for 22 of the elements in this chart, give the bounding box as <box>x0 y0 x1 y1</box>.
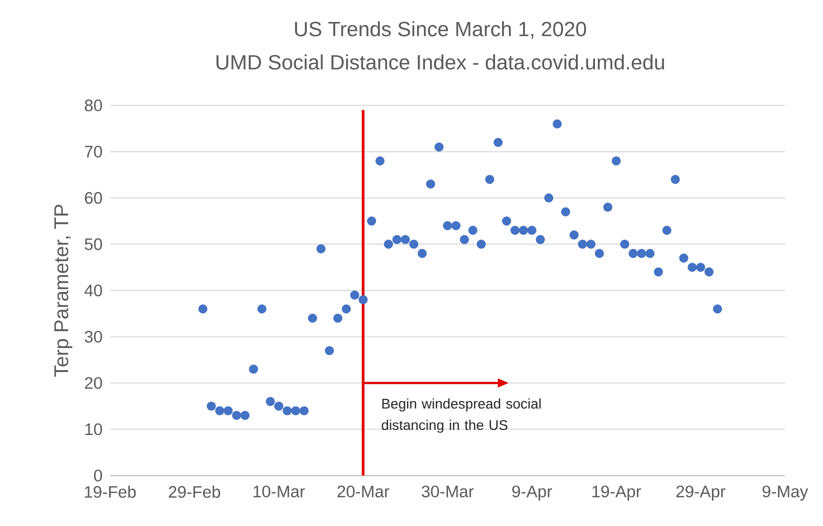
y-tick-label: 80 <box>84 99 102 112</box>
x-tick-label: 19-Apr <box>592 485 641 501</box>
x-tick-label: 20-Mar <box>338 485 390 498</box>
y-axis-title: Terp Parameter, TP <box>54 204 72 377</box>
y-tick-label: 60 <box>84 192 102 204</box>
y-tick-label: 0 <box>94 470 102 482</box>
y-tick-label: 40 <box>84 284 102 296</box>
x-tick-label: 29-Feb <box>168 485 220 498</box>
chart-subtitle: UMD Social Distance Index - data.covid.umd.edu <box>216 54 664 70</box>
x-tick-label: 9-Apr <box>512 485 552 501</box>
y-tick-label: 50 <box>84 238 102 250</box>
chart-title: US Trends Since March 1, 2020 <box>295 21 586 39</box>
y-tick-label: 10 <box>85 423 102 436</box>
annotation: Begin windespread social distancing in the US <box>382 398 541 433</box>
y-tick-label: 20 <box>84 376 102 389</box>
y-tick-label: 70 <box>84 146 102 158</box>
x-tick-label: 9-May <box>762 485 808 501</box>
x-tick-label: 10-Mar <box>254 485 305 498</box>
x-tick-label: 30-Mar <box>422 485 474 498</box>
x-tick-label: 29-Apr <box>676 485 726 501</box>
y-tick-label: 30 <box>84 330 102 343</box>
x-tick-label: 19-Feb <box>84 485 136 498</box>
